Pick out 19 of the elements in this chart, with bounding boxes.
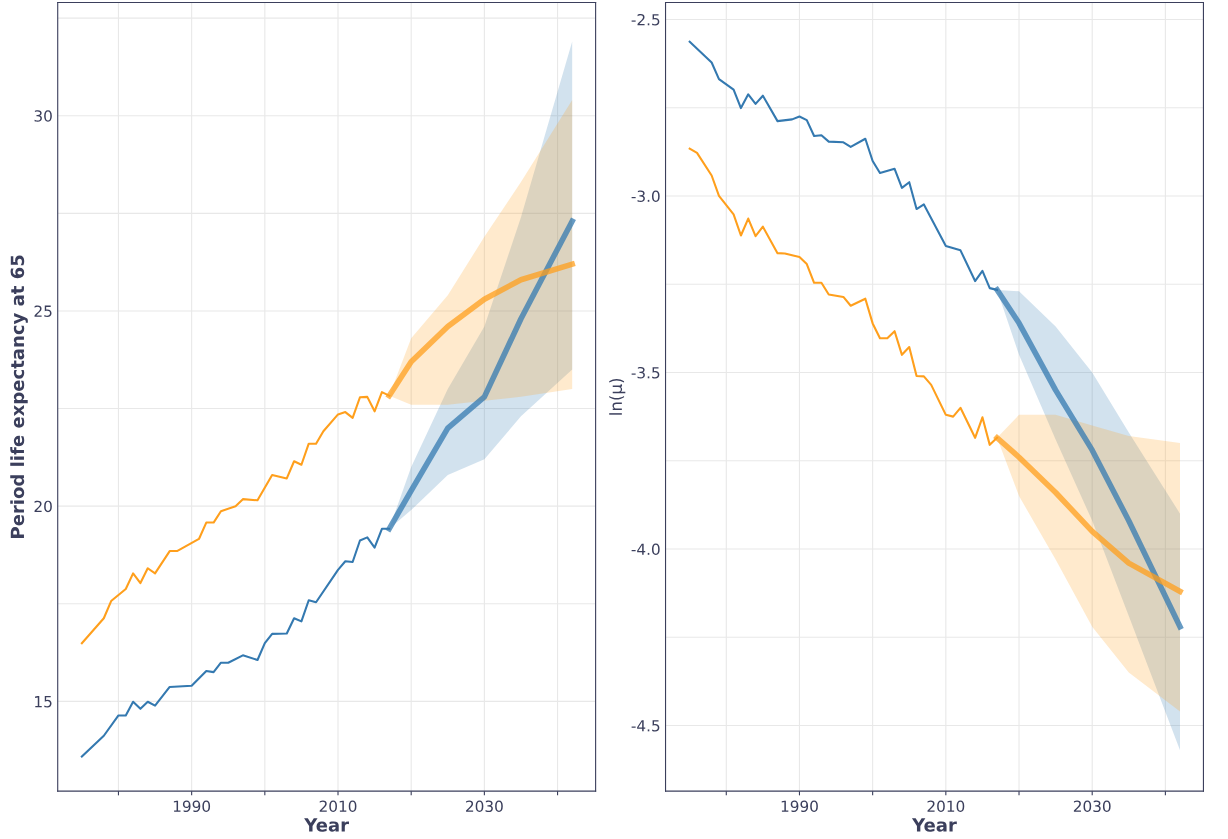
y-tick-label: 30 bbox=[34, 110, 52, 122]
x-tick-label: 1990 bbox=[173, 800, 211, 813]
y-axis-title: Period life expectancy at 65 bbox=[10, 255, 28, 538]
x-tick-label: 2030 bbox=[466, 800, 503, 813]
y-tick-label: 25 bbox=[34, 305, 52, 317]
y-axis-title: ln(μ) bbox=[609, 378, 626, 415]
x-tick-label: 2030 bbox=[1073, 800, 1111, 813]
y-tick-label: -4.5 bbox=[631, 720, 660, 732]
y-tick-label: -2.5 bbox=[631, 13, 660, 26]
x-axis-title: Year bbox=[911, 818, 957, 832]
y-tick-label: 20 bbox=[34, 500, 52, 513]
x-axis-title: Year bbox=[304, 818, 349, 832]
y-tick-label: -3.0 bbox=[631, 190, 660, 202]
x-tick-label: 1990 bbox=[781, 800, 818, 813]
y-tick-label: -4.0 bbox=[631, 543, 660, 556]
y-tick-label: 15 bbox=[35, 696, 52, 708]
x-tick-label: 2010 bbox=[319, 800, 357, 813]
y-tick-label: -3.5 bbox=[631, 366, 660, 379]
x-tick-label: 2010 bbox=[927, 800, 965, 813]
